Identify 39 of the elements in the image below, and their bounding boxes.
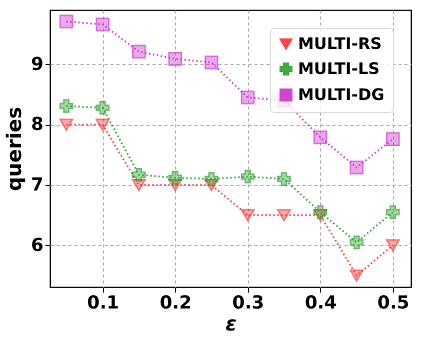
point	[96, 18, 110, 32]
point	[386, 239, 400, 252]
point	[277, 209, 291, 222]
y-tick-label: 6	[30, 234, 44, 256]
point	[313, 130, 328, 144]
x-axis-title: ε	[225, 312, 237, 336]
point	[168, 170, 182, 185]
point	[350, 160, 364, 174]
legend-label: MULTI-RS	[298, 34, 382, 53]
point	[96, 118, 110, 131]
point	[59, 14, 74, 28]
point	[350, 269, 364, 282]
x-tick-label: 0.4	[304, 292, 337, 314]
x-tick-label: 0.2	[160, 292, 192, 314]
point	[132, 168, 146, 182]
y-tick-label: 9	[30, 54, 44, 75]
point	[240, 90, 255, 104]
point	[313, 205, 328, 220]
point	[96, 100, 110, 115]
point	[59, 118, 74, 131]
point	[277, 172, 291, 186]
point	[59, 99, 74, 113]
point	[204, 56, 218, 70]
point	[132, 44, 146, 59]
y-tick-label: 7	[30, 174, 44, 196]
point	[350, 235, 364, 250]
point	[204, 172, 218, 186]
point	[386, 132, 400, 146]
x-tick-label: 0.1	[87, 292, 120, 314]
x-tick-label: 0.3	[232, 292, 264, 314]
legend-label: MULTI-DG	[298, 85, 384, 104]
point	[240, 170, 255, 184]
point	[386, 205, 400, 220]
y-axis-title: queries	[2, 106, 26, 192]
x-tick-label: 0.5	[377, 292, 410, 314]
point	[240, 209, 255, 222]
y-tick-label: 8	[30, 114, 44, 136]
point	[168, 52, 182, 66]
legend-label: MULTI-LS	[298, 59, 380, 78]
